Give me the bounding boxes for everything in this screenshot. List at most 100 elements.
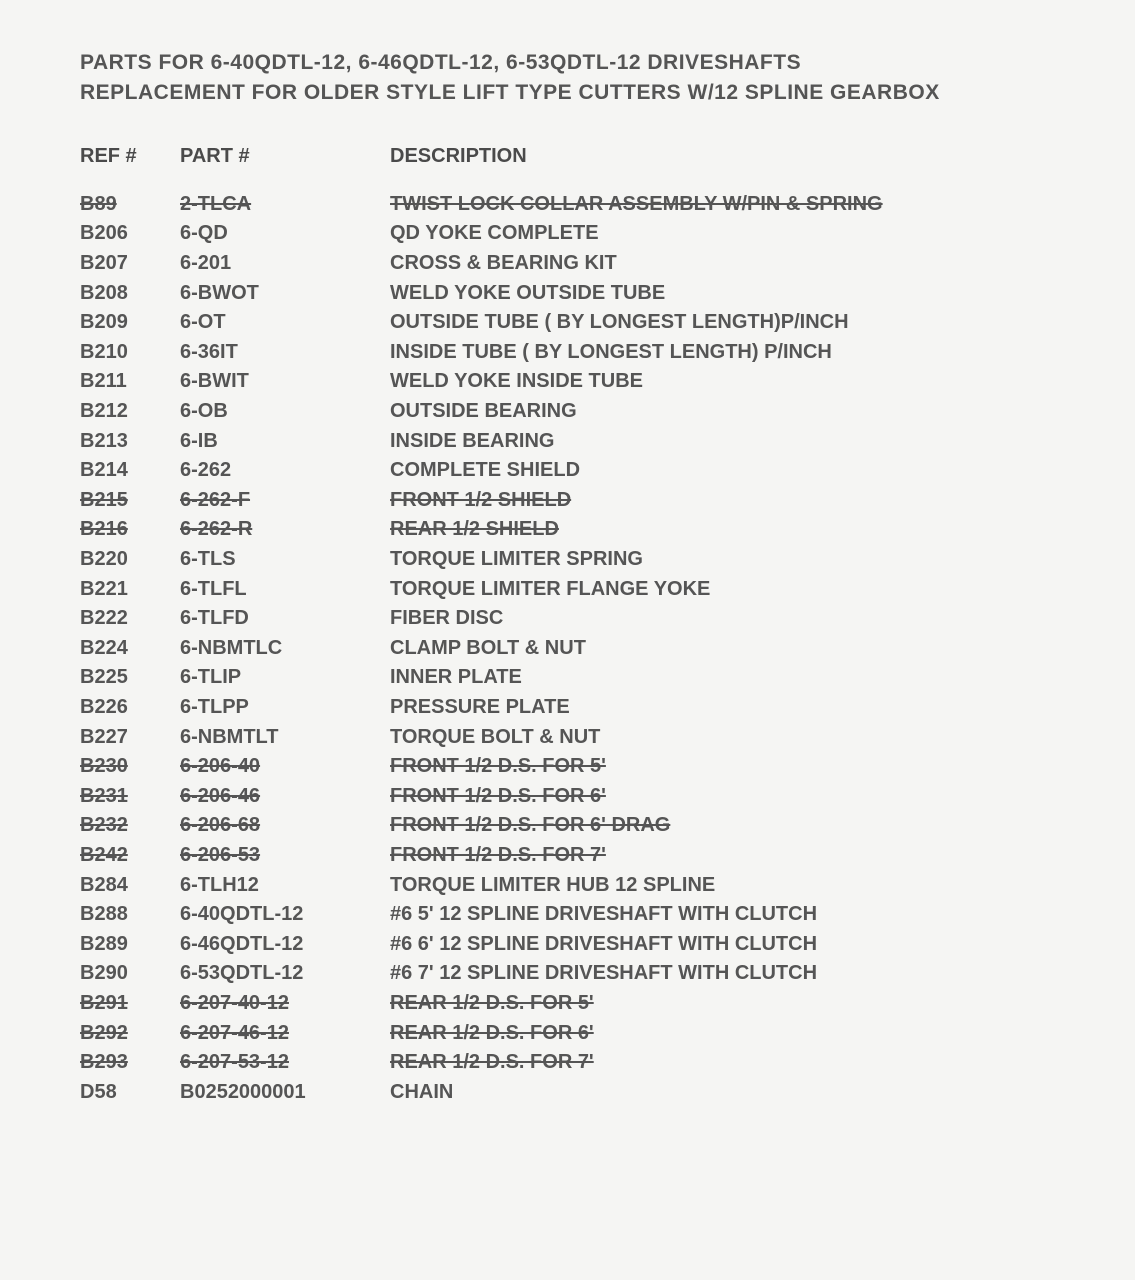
table-row: B2326-206-68FRONT 1/2 D.S. FOR 6' DRAG [80, 811, 1075, 841]
cell-desc: FIBER DISC [390, 604, 1075, 634]
title-block: PARTS FOR 6-40QDTL-12, 6-46QDTL-12, 6-53… [80, 48, 1075, 109]
cell-part: 6-207-46-12 [180, 1019, 390, 1049]
table-body: B892-TLCATWIST LOCK COLLAR ASSEMBLY W/PI… [80, 190, 1075, 1107]
table-row: B2096-OTOUTSIDE TUBE ( BY LONGEST LENGTH… [80, 308, 1075, 338]
cell-desc: COMPLETE SHIELD [390, 456, 1075, 486]
table-row: B2246-NBMTLCCLAMP BOLT & NUT [80, 634, 1075, 664]
cell-ref: B206 [80, 219, 180, 249]
cell-ref: B224 [80, 634, 180, 664]
cell-part: 6-207-53-12 [180, 1048, 390, 1078]
cell-ref: B232 [80, 811, 180, 841]
cell-desc: REAR 1/2 D.S. FOR 7' [390, 1048, 1075, 1078]
cell-desc: FRONT 1/2 D.S. FOR 6' [390, 782, 1075, 812]
cell-desc: TWIST LOCK COLLAR ASSEMBLY W/PIN & SPRIN… [390, 190, 1075, 220]
cell-desc: OUTSIDE BEARING [390, 397, 1075, 427]
table-row: B2306-206-40FRONT 1/2 D.S. FOR 5' [80, 752, 1075, 782]
cell-desc: TORQUE LIMITER HUB 12 SPLINE [390, 871, 1075, 901]
table-row: B2256-TLIPINNER PLATE [80, 663, 1075, 693]
cell-part: 6-53QDTL-12 [180, 959, 390, 989]
table-row: B2896-46QDTL-12#6 6' 12 SPLINE DRIVESHAF… [80, 930, 1075, 960]
header-desc: DESCRIPTION [390, 145, 1075, 168]
cell-part: 6-BWIT [180, 367, 390, 397]
cell-part: 6-206-68 [180, 811, 390, 841]
cell-part: 6-206-53 [180, 841, 390, 871]
cell-part: 6-262-F [180, 486, 390, 516]
cell-ref: D58 [80, 1078, 180, 1108]
table-row: B2136-IBINSIDE BEARING [80, 427, 1075, 457]
cell-part: 6-NBMTLC [180, 634, 390, 664]
cell-part: 6-QD [180, 219, 390, 249]
cell-ref: B214 [80, 456, 180, 486]
cell-ref: B230 [80, 752, 180, 782]
cell-part: 6-OT [180, 308, 390, 338]
cell-ref: B212 [80, 397, 180, 427]
table-row: B2126-OBOUTSIDE BEARING [80, 397, 1075, 427]
cell-ref: B222 [80, 604, 180, 634]
cell-desc: FRONT 1/2 D.S. FOR 7' [390, 841, 1075, 871]
cell-desc: INSIDE BEARING [390, 427, 1075, 457]
cell-desc: INSIDE TUBE ( BY LONGEST LENGTH) P/INCH [390, 338, 1075, 368]
cell-part: 6-207-40-12 [180, 989, 390, 1019]
title-line-2: REPLACEMENT FOR OLDER STYLE LIFT TYPE CU… [80, 78, 1075, 108]
cell-desc: QD YOKE COMPLETE [390, 219, 1075, 249]
cell-ref: B288 [80, 900, 180, 930]
table-row: B2426-206-53FRONT 1/2 D.S. FOR 7' [80, 841, 1075, 871]
cell-desc: TORQUE LIMITER FLANGE YOKE [390, 575, 1075, 605]
cell-desc: TORQUE LIMITER SPRING [390, 545, 1075, 575]
cell-ref: B293 [80, 1048, 180, 1078]
cell-desc: #6 7' 12 SPLINE DRIVESHAFT WITH CLUTCH [390, 959, 1075, 989]
cell-desc: #6 5' 12 SPLINE DRIVESHAFT WITH CLUTCH [390, 900, 1075, 930]
cell-part: 2-TLCA [180, 190, 390, 220]
cell-part: 6-TLFL [180, 575, 390, 605]
table-row: B2316-206-46FRONT 1/2 D.S. FOR 6' [80, 782, 1075, 812]
cell-ref: B207 [80, 249, 180, 279]
cell-desc: FRONT 1/2 D.S. FOR 5' [390, 752, 1075, 782]
cell-part: 6-206-40 [180, 752, 390, 782]
table-row: B2206-TLSTORQUE LIMITER SPRING [80, 545, 1075, 575]
table-row: B2156-262-FFRONT 1/2 SHIELD [80, 486, 1075, 516]
cell-ref: B227 [80, 723, 180, 753]
table-row: B2906-53QDTL-12#6 7' 12 SPLINE DRIVESHAF… [80, 959, 1075, 989]
table-row: B2086-BWOTWELD YOKE OUTSIDE TUBE [80, 279, 1075, 309]
cell-ref: B216 [80, 515, 180, 545]
cell-desc: #6 6' 12 SPLINE DRIVESHAFT WITH CLUTCH [390, 930, 1075, 960]
cell-part: 6-36IT [180, 338, 390, 368]
cell-ref: B290 [80, 959, 180, 989]
cell-ref: B209 [80, 308, 180, 338]
cell-part: 6-262 [180, 456, 390, 486]
cell-desc: CHAIN [390, 1078, 1075, 1108]
table-row: B2926-207-46-12REAR 1/2 D.S. FOR 6' [80, 1019, 1075, 1049]
table-row: B2066-QDQD YOKE COMPLETE [80, 219, 1075, 249]
cell-desc: CLAMP BOLT & NUT [390, 634, 1075, 664]
table-header: REF # PART # DESCRIPTION [80, 145, 1075, 168]
cell-part: 6-TLPP [180, 693, 390, 723]
cell-ref: B292 [80, 1019, 180, 1049]
cell-ref: B215 [80, 486, 180, 516]
cell-part: 6-IB [180, 427, 390, 457]
cell-part: 6-OB [180, 397, 390, 427]
cell-desc: PRESSURE PLATE [390, 693, 1075, 723]
cell-ref: B284 [80, 871, 180, 901]
cell-desc: REAR 1/2 D.S. FOR 5' [390, 989, 1075, 1019]
cell-part: 6-262-R [180, 515, 390, 545]
cell-ref: B291 [80, 989, 180, 1019]
table-row: B2146-262COMPLETE SHIELD [80, 456, 1075, 486]
cell-ref: B210 [80, 338, 180, 368]
cell-part: 6-BWOT [180, 279, 390, 309]
cell-ref: B225 [80, 663, 180, 693]
table-row: B2916-207-40-12REAR 1/2 D.S. FOR 5' [80, 989, 1075, 1019]
cell-desc: WELD YOKE OUTSIDE TUBE [390, 279, 1075, 309]
cell-part: 6-TLS [180, 545, 390, 575]
cell-desc: WELD YOKE INSIDE TUBE [390, 367, 1075, 397]
cell-ref: B221 [80, 575, 180, 605]
header-part: PART # [180, 145, 390, 168]
cell-desc: FRONT 1/2 D.S. FOR 6' DRAG [390, 811, 1075, 841]
cell-desc: TORQUE BOLT & NUT [390, 723, 1075, 753]
title-line-1: PARTS FOR 6-40QDTL-12, 6-46QDTL-12, 6-53… [80, 48, 1075, 78]
cell-ref: B211 [80, 367, 180, 397]
cell-desc: REAR 1/2 SHIELD [390, 515, 1075, 545]
table-row: B2226-TLFDFIBER DISC [80, 604, 1075, 634]
table-row: B2106-36ITINSIDE TUBE ( BY LONGEST LENGT… [80, 338, 1075, 368]
cell-desc: FRONT 1/2 SHIELD [390, 486, 1075, 516]
cell-part: 6-46QDTL-12 [180, 930, 390, 960]
